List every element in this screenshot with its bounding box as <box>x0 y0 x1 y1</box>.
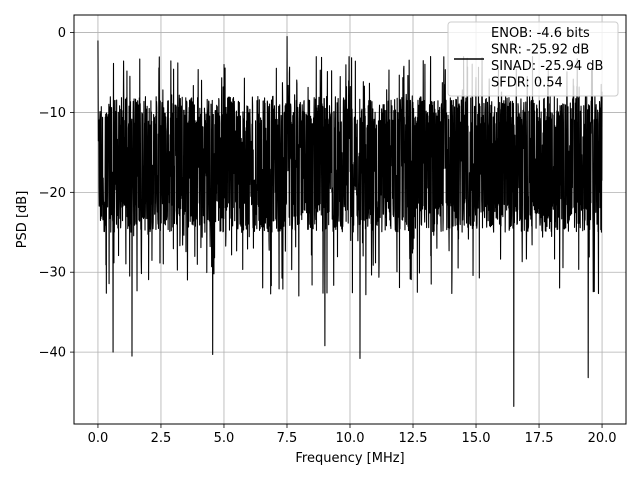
y-axis-label: PSD [dB] <box>15 191 30 249</box>
y-tick-label: −10 <box>39 106 66 121</box>
legend-label-line: SNR: -25.92 dB <box>491 43 589 58</box>
legend-label-line: SFDR: 0.54 <box>491 76 563 91</box>
legend-label-line: SINAD: -25.94 dB <box>491 59 603 74</box>
x-axis-label: Frequency [MHz] <box>295 451 404 466</box>
legend-label: ENOB: -4.6 bits SNR: -25.92 dB SINAD: -25.… <box>491 26 603 91</box>
y-tick-label: −30 <box>39 266 66 281</box>
x-tick-label: 17.5 <box>525 431 554 446</box>
y-tick-label: 0 <box>58 26 66 41</box>
x-tick-label: 12.5 <box>399 431 428 446</box>
psd-series-line <box>97 36 603 407</box>
y-tick-label: −20 <box>39 186 66 201</box>
x-tick-label: 7.5 <box>277 431 298 446</box>
x-tick-label: 20.0 <box>588 431 617 446</box>
y-tick-label: −40 <box>39 346 66 361</box>
legend: ENOB: -4.6 bits SNR: -25.92 dB SINAD: -25.… <box>447 21 619 97</box>
x-tick-label: 10.0 <box>336 431 365 446</box>
x-tick-label: 0.0 <box>88 431 109 446</box>
x-axis-ticks: 0.0 2.5 5.0 7.5 10.0 12.5 15.0 17.5 20.0 <box>88 424 617 446</box>
y-axis-ticks: 0 −10 −20 −30 −40 <box>39 26 74 361</box>
legend-label-line: ENOB: -4.6 bits <box>491 26 590 41</box>
x-tick-label: 5.0 <box>214 431 235 446</box>
legend-box <box>447 21 619 97</box>
psd-trace <box>97 36 603 407</box>
x-tick-label: 15.0 <box>462 431 491 446</box>
x-tick-label: 2.5 <box>151 431 172 446</box>
